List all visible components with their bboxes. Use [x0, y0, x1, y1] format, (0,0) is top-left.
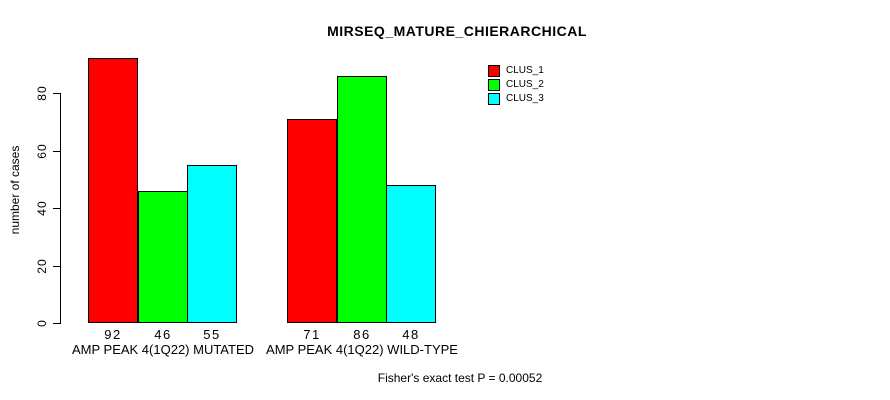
bar-clus_1-group1: [88, 58, 138, 323]
legend-item-clus_1: CLUS_1: [488, 64, 544, 78]
bar-value-label: 48: [402, 327, 420, 342]
bar-value-label: 46: [154, 327, 172, 342]
legend-swatch-clus_3: [488, 93, 500, 105]
legend-item-clus_2: CLUS_2: [488, 78, 544, 92]
bar-value-label: 71: [303, 327, 321, 342]
annotation-text: Fisher's exact test P = 0.00052: [377, 371, 543, 385]
legend-swatch-clus_2: [488, 79, 500, 91]
legend-label: CLUS_2: [506, 79, 544, 90]
y-tick-mark: [53, 151, 60, 152]
y-tick-mark: [53, 208, 60, 209]
bar-clus_2-group2: [337, 76, 387, 323]
bar-value-label: 55: [203, 327, 221, 342]
bar-value-label: 92: [104, 327, 122, 342]
legend-label: CLUS_1: [506, 65, 544, 76]
legend: CLUS_1 CLUS_2 CLUS_3: [488, 64, 544, 106]
y-axis-line: [60, 93, 61, 324]
bar-value-label: 86: [353, 327, 371, 342]
bar-clus_3-group2: [386, 185, 436, 323]
y-tick-mark: [53, 266, 60, 267]
y-axis-label: number of cases: [8, 145, 22, 235]
chart-title: MIRSEQ_MATURE_CHIERARCHICAL: [327, 23, 587, 39]
y-tick-mark: [53, 93, 60, 94]
y-tick-mark: [53, 323, 60, 324]
y-tick-label: 0: [35, 319, 49, 327]
bar-clus_2-group1: [138, 191, 188, 323]
y-tick-label: 80: [35, 85, 49, 101]
legend-item-clus_3: CLUS_3: [488, 92, 544, 106]
y-tick-label: 40: [35, 200, 49, 216]
bar-clus_3-group1: [187, 165, 237, 323]
x-category-label: AMP PEAK 4(1Q22) MUTATED: [71, 342, 255, 357]
x-category-label: AMP PEAK 4(1Q22) WILD-TYPE: [266, 342, 458, 357]
legend-swatch-clus_1: [488, 65, 500, 77]
bar-clus_1-group2: [287, 119, 337, 323]
y-tick-label: 60: [35, 143, 49, 159]
y-tick-label: 20: [35, 258, 49, 274]
legend-label: CLUS_3: [506, 93, 544, 104]
